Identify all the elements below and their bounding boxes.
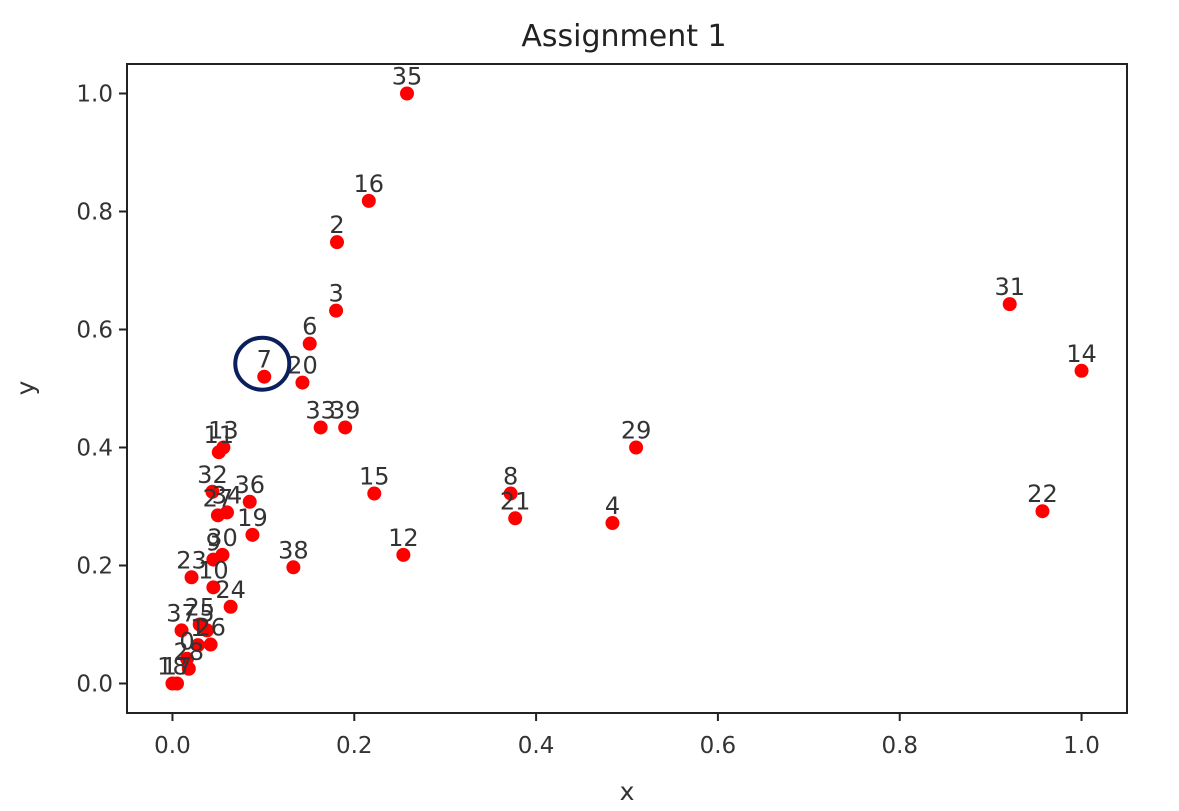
point-label-30: 30 bbox=[207, 524, 238, 552]
y-tick-label: 1.0 bbox=[76, 82, 113, 108]
data-point-7 bbox=[257, 369, 272, 384]
data-point-6 bbox=[302, 336, 317, 351]
point-label-26: 26 bbox=[195, 614, 226, 642]
point-label-16: 16 bbox=[354, 170, 385, 198]
point-label-20: 20 bbox=[287, 352, 318, 380]
chart-title: Assignment 1 bbox=[521, 19, 726, 54]
y-tick-label: 0.0 bbox=[76, 672, 113, 698]
x-tick-label: 0.0 bbox=[154, 733, 191, 759]
point-label-21: 21 bbox=[500, 487, 531, 515]
data-point-24 bbox=[223, 599, 238, 614]
y-tick-label: 0.4 bbox=[76, 436, 113, 462]
point-label-25: 25 bbox=[184, 594, 215, 622]
data-point-3 bbox=[329, 303, 344, 318]
point-label-15: 15 bbox=[359, 463, 390, 491]
x-tick-label: 0.2 bbox=[336, 733, 373, 759]
data-point-5 bbox=[200, 623, 214, 638]
point-label-28: 28 bbox=[174, 638, 205, 666]
highlight-circle bbox=[233, 335, 292, 392]
point-label-9: 9 bbox=[206, 529, 221, 557]
y-axis: 0.0 0.2 0.4 0.6 0.8 1.0 bbox=[76, 82, 127, 698]
data-point-1 bbox=[190, 638, 205, 653]
point-label-31: 31 bbox=[994, 273, 1025, 301]
point-label-33: 33 bbox=[305, 396, 336, 424]
point-label-19: 19 bbox=[237, 504, 268, 532]
data-point-12 bbox=[396, 547, 411, 562]
point-label-27: 27 bbox=[203, 484, 234, 512]
point-label-10: 10 bbox=[198, 556, 229, 584]
point-label-29: 29 bbox=[621, 417, 652, 445]
point-label-0: 0 bbox=[179, 628, 194, 656]
data-point-35 bbox=[400, 86, 414, 101]
data-point-37 bbox=[174, 623, 189, 638]
plot-area-frame bbox=[126, 63, 1128, 714]
data-point-39 bbox=[338, 420, 353, 435]
point-label-18: 18 bbox=[157, 653, 188, 681]
point-label-35: 35 bbox=[392, 63, 423, 91]
data-point-26 bbox=[203, 637, 218, 652]
data-point-8 bbox=[503, 486, 518, 501]
point-label-36: 36 bbox=[234, 471, 265, 499]
point-label-32: 32 bbox=[197, 461, 228, 489]
data-point-31 bbox=[1002, 297, 1017, 312]
point-label-13: 13 bbox=[208, 417, 239, 445]
data-point-33 bbox=[313, 420, 328, 435]
data-point-34 bbox=[220, 505, 234, 520]
data-point-2 bbox=[330, 235, 344, 250]
point-label-2: 2 bbox=[329, 211, 344, 239]
point-label-38: 38 bbox=[278, 536, 309, 564]
data-point-22 bbox=[1035, 504, 1050, 519]
data-point-14 bbox=[1074, 363, 1089, 378]
x-axis-label: x bbox=[620, 777, 635, 806]
data-point-32 bbox=[205, 484, 220, 499]
point-label-23: 23 bbox=[176, 546, 207, 574]
point-label-11: 11 bbox=[204, 421, 235, 449]
data-point-10 bbox=[206, 580, 221, 595]
point-label-7: 7 bbox=[257, 346, 272, 374]
data-point-23 bbox=[184, 570, 199, 585]
data-point-29 bbox=[629, 440, 644, 455]
point-label-14: 14 bbox=[1066, 340, 1097, 368]
point-label-3: 3 bbox=[328, 280, 343, 308]
data-point-38 bbox=[286, 560, 301, 575]
data-point-28 bbox=[181, 661, 196, 676]
data-point-19 bbox=[245, 527, 260, 542]
point-label-1: 1 bbox=[190, 614, 205, 642]
data-point-15 bbox=[367, 486, 382, 501]
y-tick-label: 0.6 bbox=[76, 318, 113, 344]
point-label-12: 12 bbox=[388, 524, 419, 552]
data-point-21 bbox=[508, 511, 523, 526]
highlight-layer bbox=[233, 335, 292, 392]
x-axis: 0.0 0.2 0.4 0.6 0.8 1.0 bbox=[154, 713, 1100, 759]
x-tick-label: 1.0 bbox=[1063, 733, 1100, 759]
point-label-4: 4 bbox=[605, 492, 620, 520]
x-tick-label: 0.4 bbox=[518, 733, 555, 759]
data-point-13 bbox=[216, 440, 231, 455]
point-label-22: 22 bbox=[1027, 480, 1058, 508]
data-points bbox=[165, 86, 1089, 691]
data-point-16 bbox=[361, 193, 376, 208]
y-tick-label: 0.2 bbox=[76, 554, 113, 580]
point-label-39: 39 bbox=[330, 396, 361, 424]
point-label-8: 8 bbox=[503, 463, 518, 491]
point-label-37: 37 bbox=[166, 599, 197, 627]
point-label-5: 5 bbox=[199, 599, 214, 627]
data-point-36 bbox=[242, 494, 257, 509]
x-tick-label: 0.8 bbox=[881, 733, 918, 759]
point-label-34: 34 bbox=[212, 481, 243, 509]
point-label-17: 17 bbox=[162, 653, 193, 681]
data-point-18 bbox=[165, 676, 180, 691]
x-tick-label: 0.6 bbox=[700, 733, 737, 759]
data-point-4 bbox=[605, 516, 620, 531]
data-point-20 bbox=[295, 375, 310, 390]
y-axis-label: y bbox=[11, 380, 40, 395]
y-tick-label: 0.8 bbox=[76, 200, 113, 226]
point-label-24: 24 bbox=[215, 576, 246, 604]
point-label-6: 6 bbox=[302, 313, 317, 341]
data-point-9 bbox=[206, 552, 221, 567]
